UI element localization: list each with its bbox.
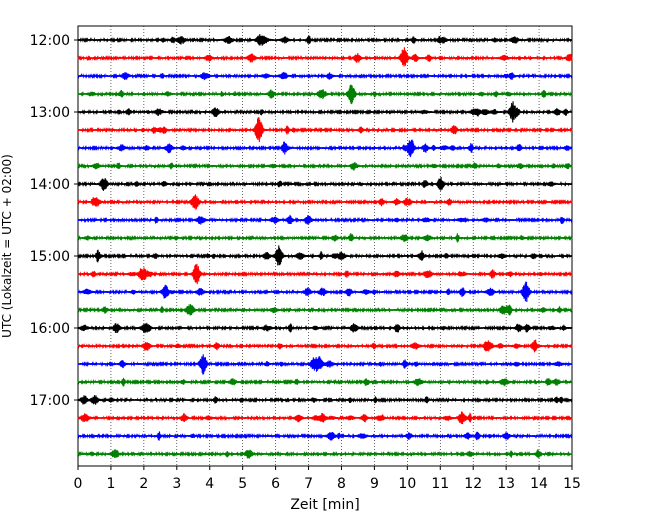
trace-1630 <box>77 354 573 375</box>
y-tick-label: 12:00 <box>30 33 70 49</box>
y-tick-label: 16:00 <box>30 321 70 337</box>
x-tick-label: 13 <box>497 476 515 492</box>
x-tick-label: 1 <box>106 476 115 492</box>
trace-1645 <box>77 377 573 387</box>
x-tick-label: 2 <box>139 476 148 492</box>
x-tick-label: 6 <box>271 476 280 492</box>
trace-1215 <box>77 47 573 67</box>
y-tick-label: 14:00 <box>30 177 70 193</box>
x-tick-label: 10 <box>398 476 416 492</box>
trace-1345 <box>77 162 573 171</box>
x-tick-label: 8 <box>337 476 346 492</box>
x-tick-label: 11 <box>431 476 449 492</box>
trace-1715 <box>77 411 573 425</box>
trace-1415 <box>77 194 573 210</box>
trace-1400 <box>77 176 573 191</box>
y-tick-label: 13:00 <box>30 105 70 121</box>
trace-1330 <box>77 139 573 158</box>
x-tick-label: 3 <box>172 476 181 492</box>
x-tick-label: 0 <box>74 476 83 492</box>
x-tick-label: 4 <box>205 476 214 492</box>
trace-1200 <box>77 34 573 46</box>
x-tick-label: 7 <box>304 476 313 492</box>
plot-frame <box>77 25 573 467</box>
trace-1230 <box>77 71 573 81</box>
y-tick-label: 17:00 <box>30 393 70 409</box>
y-tick-label: 15:00 <box>30 249 70 265</box>
trace-1530 <box>77 281 573 302</box>
y-axis-ticks: 12:00 13:00 14:00 15:00 16:00 17:00 <box>30 33 78 409</box>
trace-1245 <box>77 84 573 105</box>
vertical-grid <box>110 26 540 466</box>
trace-1615 <box>77 339 573 353</box>
trace-1545 <box>77 304 573 316</box>
trace-1445 <box>77 233 573 243</box>
x-axis-label: Zeit [min] <box>290 497 359 513</box>
x-tick-label: 9 <box>370 476 379 492</box>
trace-1745 <box>77 449 573 459</box>
x-tick-label: 12 <box>464 476 482 492</box>
x-tick-label: 14 <box>530 476 548 492</box>
x-tick-label: 15 <box>563 476 581 492</box>
trace-1730 <box>77 431 573 441</box>
trace-1700 <box>77 395 573 405</box>
trace-1500 <box>77 245 573 266</box>
x-tick-label: 5 <box>238 476 247 492</box>
trace-1515 <box>77 263 573 285</box>
y-axis-label: UTC (Lokalzeit = UTC + 02:00) <box>0 154 14 338</box>
x-axis-ticks: 0 1 2 3 4 5 6 7 8 9 10 11 12 13 14 15 <box>74 466 581 492</box>
trace-1300 <box>77 101 573 123</box>
traces <box>77 34 573 459</box>
trace-1430 <box>77 214 573 225</box>
trace-1315 <box>77 117 573 143</box>
trace-1600 <box>77 322 573 334</box>
